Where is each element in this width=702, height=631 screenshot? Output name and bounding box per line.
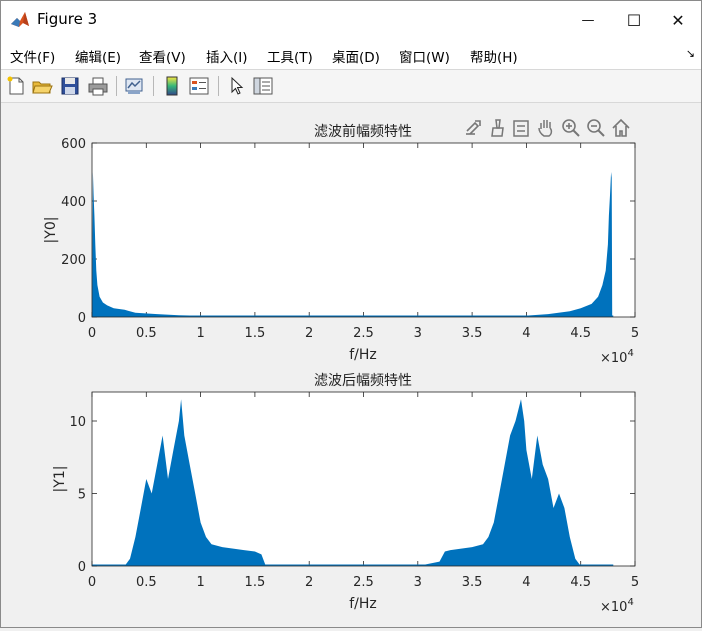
matlab-logo-icon: [10, 10, 30, 30]
title-bar[interactable]: Figure 3 — ☐ ✕: [1, 1, 701, 39]
pointer-icon[interactable]: [226, 75, 248, 97]
menu-insert[interactable]: 插入(I): [206, 50, 248, 66]
y-tick-label: 5: [78, 488, 86, 503]
x-tick-label: 2.5: [353, 575, 374, 590]
print-icon[interactable]: [87, 75, 109, 97]
menu-tools[interactable]: 工具(T): [267, 50, 313, 66]
pan-icon[interactable]: [538, 120, 553, 137]
menu-overflow-icon[interactable]: ↘: [685, 47, 695, 60]
maximize-button[interactable]: ☐: [611, 1, 657, 39]
close-icon: ✕: [671, 10, 685, 30]
close-button[interactable]: ✕: [655, 1, 701, 39]
figure-toolbar: [1, 69, 701, 103]
x-tick-label: 1.5: [245, 575, 266, 590]
axes-box: [91, 142, 636, 318]
axes-title: 滤波后幅频特性: [314, 373, 412, 389]
x-axis-label: f/Hz: [349, 596, 377, 612]
maximize-icon: ☐: [626, 10, 642, 30]
x-tick-label: 3: [414, 575, 422, 590]
axes-background: [92, 143, 635, 317]
y-tick-label: 600: [61, 137, 86, 152]
menu-desktop[interactable]: 桌面(D): [332, 50, 380, 66]
new-figure-icon[interactable]: [5, 75, 27, 97]
x-tick-label: 1.5: [245, 326, 266, 341]
y-tick-label: 0: [78, 311, 86, 326]
y-axis-label: |Y1|: [52, 466, 68, 493]
y-tick-label: 0: [78, 560, 86, 575]
x-tick-label: 4.5: [570, 326, 591, 341]
toolbar-separator: [218, 76, 219, 96]
subplot-top: 滤波前幅频特性 f/Hz |Y0| ×104 0 0.5 1 1.5 2 2.5 3 3.5 4…: [43, 123, 639, 366]
legend-icon[interactable]: [188, 75, 210, 97]
menu-edit[interactable]: 编辑(E): [75, 50, 122, 66]
toolbar-separator: [116, 76, 117, 96]
save-icon[interactable]: [59, 75, 81, 97]
y-tick-label: 200: [61, 253, 86, 268]
x-tick-label: 0.5: [136, 575, 157, 590]
menu-help[interactable]: 帮助(H): [470, 50, 518, 66]
x-tick-label: 3.5: [462, 326, 483, 341]
menu-file[interactable]: 文件(F): [10, 50, 56, 66]
axes-toolbar: [466, 118, 630, 137]
data-tips-icon[interactable]: [513, 120, 529, 137]
minimize-button[interactable]: —: [565, 1, 611, 39]
x-tick-label: 1: [196, 575, 204, 590]
y-tick-label: 10: [69, 415, 86, 430]
axes-box: [91, 391, 636, 567]
subplot-bottom: 滤波后幅频特性 f/Hz |Y1| ×104 0 0.5 1 1.5 2 2.5 3 3.5 4…: [52, 373, 639, 615]
x-tick-label: 2: [305, 575, 313, 590]
x-tick-label: 2.5: [353, 326, 374, 341]
link-plot-icon[interactable]: [123, 75, 145, 97]
y-axis-label: |Y0|: [43, 217, 59, 244]
home-icon[interactable]: [612, 118, 630, 137]
menu-view[interactable]: 查看(V): [139, 50, 186, 66]
zoom-out-icon[interactable]: [587, 119, 605, 137]
brush-icon[interactable]: [491, 119, 504, 137]
toolbar-separator: [153, 76, 154, 96]
x-tick-label: 0: [88, 575, 96, 590]
menu-window[interactable]: 窗口(W): [399, 50, 450, 66]
x-tick-label: 3: [414, 326, 422, 341]
menu-bar: 文件(F) 编辑(E) 查看(V) 插入(I) 工具(T) 桌面(D) 窗口(W…: [1, 39, 701, 69]
x-exponent-label: ×104: [600, 348, 634, 366]
x-tick-label: 4: [522, 326, 530, 341]
y-tick-label: 400: [61, 195, 86, 210]
x-exponent-label: ×104: [600, 597, 634, 615]
x-tick-label: 5: [631, 326, 639, 341]
property-inspector-icon[interactable]: [252, 75, 274, 97]
zoom-in-icon[interactable]: [562, 119, 580, 137]
open-file-icon[interactable]: [31, 75, 53, 97]
x-tick-label: 0: [88, 326, 96, 341]
x-tick-label: 4.5: [570, 575, 591, 590]
x-tick-label: 2: [305, 326, 313, 341]
x-tick-label: 5: [631, 575, 639, 590]
export-icon[interactable]: [466, 120, 481, 135]
window-title: Figure 3: [37, 10, 98, 28]
colorbar-icon[interactable]: [161, 75, 183, 97]
figure-svg: 滤波前幅频特性 f/Hz |Y0| ×104 0 0.5 1 1.5 2 2.5 3 3.5 4…: [43, 118, 639, 615]
x-tick-label: 1: [196, 326, 204, 341]
x-axis-label: f/Hz: [349, 347, 377, 363]
x-tick-label: 4: [522, 575, 530, 590]
figure-canvas: 滤波前幅频特性 f/Hz |Y0| ×104 0 0.5 1 1.5 2 2.5 3 3.5 4…: [2, 103, 700, 627]
x-tick-label: 3.5: [462, 575, 483, 590]
x-tick-label: 0.5: [136, 326, 157, 341]
series-line: [92, 399, 614, 566]
minimize-icon: —: [581, 12, 595, 28]
axes-title: 滤波前幅频特性: [314, 123, 412, 140]
